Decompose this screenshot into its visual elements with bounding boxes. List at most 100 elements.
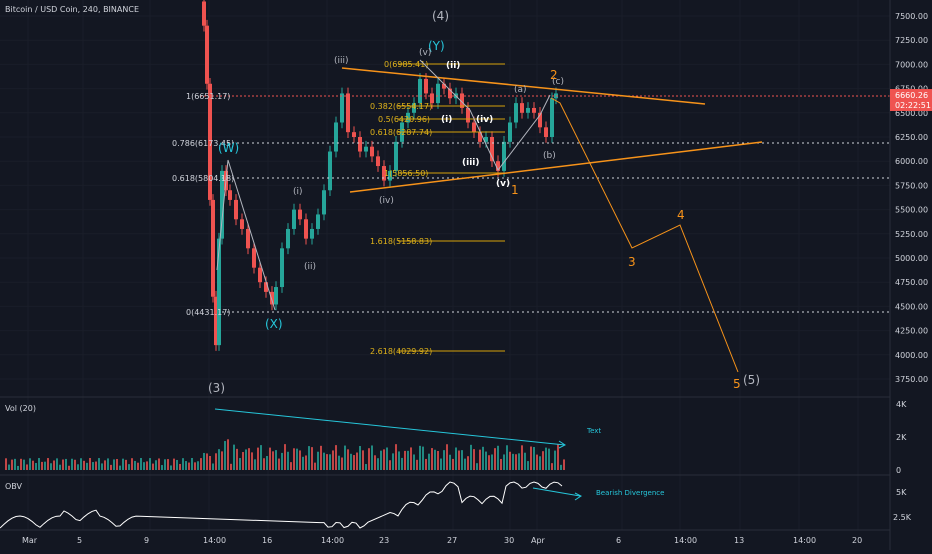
volume-bar <box>137 462 139 470</box>
price-axis[interactable]: 7500.007250.007000.006750.006500.006250.… <box>895 12 928 384</box>
volume-bar <box>434 449 436 470</box>
volume-bar <box>158 458 160 470</box>
volume-bar <box>458 450 460 470</box>
candle-body <box>217 238 221 346</box>
volume-bar <box>230 463 232 470</box>
volume-bar <box>98 458 100 470</box>
volume-bar <box>311 447 313 470</box>
candle-body <box>484 137 488 142</box>
volume-bar <box>335 445 337 470</box>
obv-title: OBV <box>5 482 23 491</box>
volume-bar <box>476 463 478 470</box>
volume-bar <box>524 452 526 470</box>
volume-bar <box>383 449 385 470</box>
volume-bar <box>386 447 388 470</box>
volume-bar <box>440 458 442 470</box>
volume-bar <box>224 441 226 470</box>
volume-bar <box>254 459 256 470</box>
candle-body <box>322 190 326 215</box>
volume-bar <box>548 448 550 470</box>
volume-bar <box>416 459 418 470</box>
volume-bar <box>533 447 535 470</box>
wave-5-paren-label: (5) <box>743 373 760 387</box>
candle-body <box>334 122 338 152</box>
wave-projection-path <box>550 97 739 373</box>
time-axis[interactable]: Mar 5 9 14:00 16 14:00 23 27 30 Apr 6 14:00 13 14:00 2… <box>22 536 862 545</box>
volume-bar <box>527 461 529 470</box>
volume-bar <box>323 452 325 470</box>
volume-bar <box>83 460 85 470</box>
candle-body <box>466 107 470 123</box>
volume-bar <box>272 451 274 470</box>
volume-bar <box>245 449 247 470</box>
volume-bar <box>443 450 445 470</box>
volume-bar <box>410 447 412 470</box>
obv-tick-25k: 2.5K <box>893 513 912 522</box>
volume-bar <box>200 458 202 470</box>
volume-bar <box>467 456 469 470</box>
volume-bar <box>164 459 166 470</box>
volume-bar <box>203 452 205 470</box>
volume-bar <box>326 454 328 470</box>
volume-bar <box>161 465 163 470</box>
volume-bar <box>362 450 364 470</box>
volume-bar <box>188 462 190 470</box>
volume-bar <box>173 458 175 470</box>
volume-bar <box>356 452 358 470</box>
candle-body <box>472 122 476 133</box>
volume-bar <box>140 458 142 470</box>
candle-body <box>274 287 278 305</box>
candle-body <box>214 296 218 346</box>
price-tick: 6500.00 <box>895 109 928 118</box>
wave-2-label: 2 <box>550 68 558 82</box>
candle-body <box>544 127 548 137</box>
wave-5-num-label: 5 <box>733 377 741 391</box>
fib-label-0618: 0.618(5804.18) <box>172 174 234 183</box>
volume-bar <box>131 458 133 470</box>
volume-bar <box>479 449 481 470</box>
volume-bar <box>263 458 265 470</box>
candle-body <box>490 137 494 162</box>
wave-x-label: (X) <box>265 317 283 331</box>
candle-body <box>352 132 356 137</box>
triangle-lower-line <box>349 141 763 193</box>
numbered-wave-labels: 1 2 3 4 5 <box>511 68 741 391</box>
volume-bar <box>269 447 271 470</box>
volume-bar <box>182 458 184 470</box>
candle-body <box>388 170 392 181</box>
volume-bar <box>503 454 505 470</box>
candle-body <box>316 214 320 229</box>
candle-body <box>418 78 422 104</box>
volume-arrow-head <box>558 440 566 449</box>
fibext-label-2618: 2.618(4029.92) <box>370 347 432 356</box>
time-tick: Mar <box>22 536 38 545</box>
candle-body <box>448 88 452 99</box>
volume-bar <box>509 451 511 470</box>
volume-bar <box>389 460 391 470</box>
volume-bar <box>29 458 31 470</box>
candle-body <box>442 83 446 89</box>
volume-bar <box>215 453 217 470</box>
volume-bar <box>497 445 499 470</box>
volume-bar <box>80 458 82 470</box>
candle-body <box>304 219 308 239</box>
volume-bar <box>401 457 403 470</box>
candle-body <box>370 146 374 157</box>
wave-b-label: (b) <box>543 151 556 161</box>
volume-bar <box>5 458 7 470</box>
wave-iv2-label: (iv) <box>476 115 493 125</box>
volume-bar <box>380 450 382 470</box>
candle-body <box>496 161 500 171</box>
candle-body <box>508 122 512 142</box>
candle-body <box>430 93 434 104</box>
volume-bar <box>239 458 241 470</box>
volume-bar <box>167 459 169 470</box>
volume-bar <box>38 458 40 470</box>
volume-bar <box>470 444 472 470</box>
volume-title: Vol (20) <box>5 404 36 413</box>
candle-body <box>340 93 344 123</box>
time-tick: 16 <box>262 536 272 545</box>
volume-bar <box>422 446 424 470</box>
volume-bar <box>35 463 37 470</box>
